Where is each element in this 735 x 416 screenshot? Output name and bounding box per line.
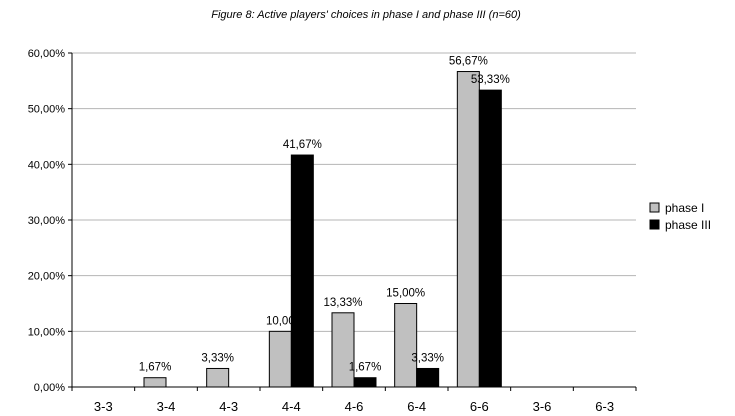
- y-axis: 0,00% 10,00% 20,00% 30,00% 40,00% 50,00% 60,00…: [28, 48, 73, 394]
- bar-phase-III-4-6: [353, 377, 377, 388]
- bar-phase-III-4-4: [290, 154, 314, 388]
- y-tick-label: 40,00%: [28, 159, 66, 171]
- bar-phase-I-4-4: [268, 330, 292, 388]
- data-label: 56,67%: [449, 56, 488, 68]
- legend-label: phase III: [665, 218, 711, 232]
- x-tick-label: 4-3: [219, 399, 238, 414]
- x-tick-label: 6-4: [407, 399, 426, 414]
- x-tick-label: 3-4: [157, 399, 176, 414]
- data-label: 53,33%: [471, 74, 510, 86]
- x-axis: 3-3 3-4 4-3 4-4 4-6 6-4 6-6 3-6 6-3: [71, 386, 637, 414]
- x-tick-label: 6-6: [470, 399, 489, 414]
- data-label: 13,33%: [323, 297, 362, 309]
- legend: phase I phase III: [649, 201, 711, 232]
- chart-title: Figure 8: Active players' choices in pha…: [211, 9, 521, 21]
- data-label: 41,67%: [283, 139, 322, 151]
- bar-phase-I-4-6: [331, 312, 355, 388]
- y-tick-label: 50,00%: [28, 104, 66, 116]
- data-label: 3,33%: [411, 352, 444, 364]
- x-tick-label: 3-6: [533, 399, 552, 414]
- bar-phase-III-6-4: [416, 367, 440, 388]
- legend-swatch: [649, 202, 660, 213]
- y-tick-label: 30,00%: [28, 215, 66, 227]
- bar-phase-I-6-4: [394, 303, 418, 388]
- bar-phase-I-4-3: [206, 367, 230, 388]
- x-tick-label: 4-6: [345, 399, 364, 414]
- x-tick-label: 6-3: [595, 399, 614, 414]
- x-tick-label: 4-4: [282, 399, 301, 414]
- data-label: 1,67%: [139, 362, 172, 374]
- x-tick-label: 3-3: [94, 399, 113, 414]
- y-tick-label: 0,00%: [34, 382, 65, 394]
- data-label: 3,33%: [201, 352, 234, 364]
- data-labels: 1,67% 3,33% 10,00 41,67% 13,33% 1,67% 15,00% 3,…: [139, 56, 510, 374]
- data-label: 15,00%: [386, 288, 425, 300]
- y-tick-label: 60,00%: [28, 48, 66, 60]
- bars: [143, 71, 502, 388]
- y-tick-label: 10,00%: [28, 326, 66, 338]
- legend-label: phase I: [665, 201, 704, 215]
- data-label: 1,67%: [349, 362, 382, 374]
- data-label: 10,00: [266, 315, 295, 327]
- bar-phase-I-3-4: [143, 377, 167, 388]
- gridlines: [72, 52, 636, 332]
- bar-phase-III-6-6: [478, 89, 502, 388]
- bar-phase-I-6-6: [456, 71, 480, 388]
- y-tick-label: 20,00%: [28, 271, 66, 283]
- legend-swatch: [649, 219, 660, 230]
